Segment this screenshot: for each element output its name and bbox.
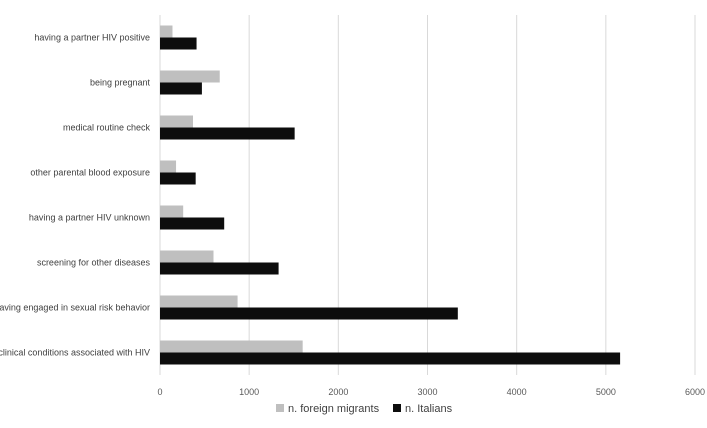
bar-italians <box>160 37 197 50</box>
category-label: having engaged in sexual risk behavior <box>0 303 150 313</box>
bar-italians <box>160 217 225 230</box>
x-tick-label: 3000 <box>417 387 437 397</box>
category-label: having a partner HIV unknown <box>29 213 150 223</box>
bar-foreign-migrants <box>160 295 238 308</box>
x-tick-label: 1000 <box>239 387 259 397</box>
bar-italians <box>160 307 458 320</box>
bar-italians <box>160 262 279 275</box>
category-label: clinical conditions associated with HIV <box>0 348 150 358</box>
bar-foreign-migrants <box>160 250 214 263</box>
bar-italians <box>160 172 196 185</box>
x-tick-label: 0 <box>157 387 162 397</box>
x-tick-label: 2000 <box>328 387 348 397</box>
legend-label: n. Italians <box>405 403 453 415</box>
legend-swatch <box>393 404 401 412</box>
x-tick-label: 6000 <box>685 387 705 397</box>
bar-foreign-migrants <box>160 205 184 218</box>
bar-foreign-migrants <box>160 70 220 83</box>
bar-italians <box>160 127 295 140</box>
category-label: screening for other diseases <box>37 258 151 268</box>
category-labels: having a partner HIV positive being pregn… <box>0 33 151 358</box>
bars <box>160 25 621 365</box>
legend-label: n. foreign migrants <box>288 403 380 415</box>
bar-foreign-migrants <box>160 160 177 173</box>
category-label: other parental blood exposure <box>30 168 150 178</box>
bar-italians <box>160 352 621 365</box>
bar-italians <box>160 82 202 95</box>
x-tick-label: 4000 <box>507 387 527 397</box>
category-label: being pregnant <box>90 78 151 88</box>
category-label: having a partner HIV positive <box>34 33 150 43</box>
gridlines <box>159 15 696 375</box>
bar-foreign-migrants <box>160 25 173 38</box>
legend: n. foreign migrants n. Italians <box>276 403 453 415</box>
x-tick-label: 5000 <box>596 387 616 397</box>
bar-foreign-migrants <box>160 115 193 128</box>
x-axis-tick-labels: 0 1000 2000 3000 4000 5000 6000 <box>157 387 705 397</box>
legend-swatch <box>276 404 284 412</box>
bar-foreign-migrants <box>160 340 303 353</box>
category-label: medical routine check <box>63 123 151 133</box>
